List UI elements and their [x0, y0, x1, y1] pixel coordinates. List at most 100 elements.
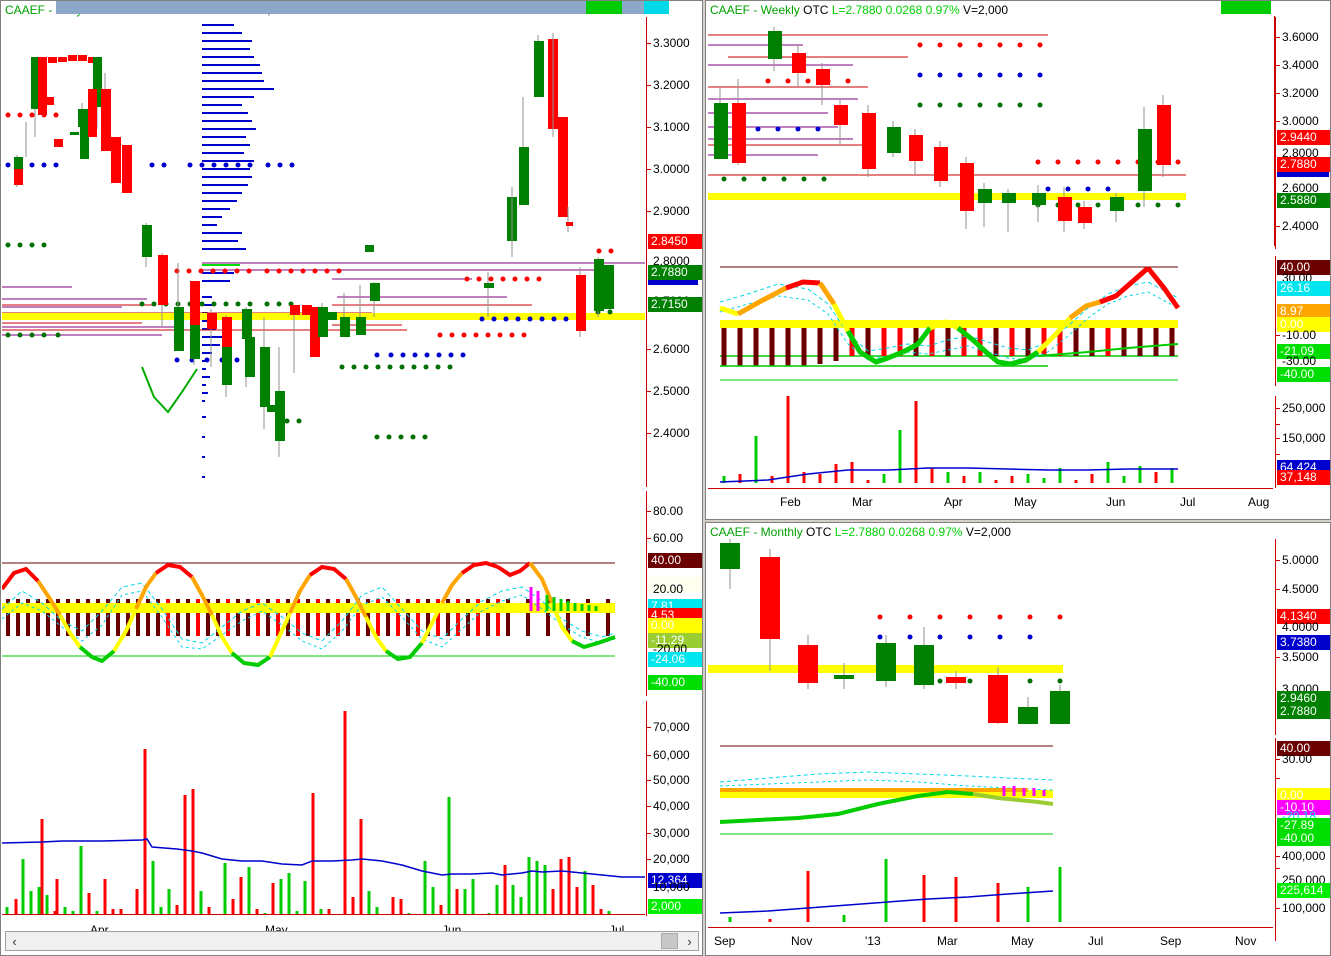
daily-indicator-svg	[2, 560, 616, 668]
price-tick-label: 3.0000	[1282, 114, 1319, 128]
monthly-change-pct: 0.97%	[928, 525, 963, 539]
monthly-indicator-axis: 40.00 30.00 0.00 -10.10 -20.18 -27.89 -4…	[1275, 738, 1330, 848]
x-tick-label: Sep	[714, 934, 736, 948]
daily-indicator-plot[interactable]	[2, 491, 645, 696]
volume-tick-label: 70,000	[653, 720, 690, 734]
daily-price-plot[interactable]	[2, 17, 645, 487]
weekly-x-axis: Feb Mar Apr May Jun Jul Aug	[708, 488, 1273, 516]
weekly-volume-axis: 250,000 150,000 64,424 37,148	[1275, 396, 1330, 488]
panel-monthly[interactable]: CAAEF - Monthly OTC L=2.7880 0.0268 0.97…	[705, 522, 1331, 956]
scroll-right-arrow[interactable]: ›	[681, 932, 698, 950]
weekly-volume-svg	[719, 396, 1178, 483]
weekly-exchange: OTC	[803, 3, 829, 17]
weekly-symbol: CAAEF - Weekly	[710, 3, 800, 17]
panel-weekly[interactable]: CAAEF - Weekly OTC L=2.7880 0.0268 0.97%…	[705, 0, 1331, 520]
price-tick-label: 2.9000	[653, 204, 690, 218]
indicator-highlight-tag: -27.89	[1277, 818, 1330, 833]
indicator-highlight-tag: -40.00	[648, 675, 702, 690]
indicator-highlight-tag: -24.06	[648, 652, 702, 667]
price-tick-label: 3.4000	[1282, 58, 1319, 72]
indicator-highlight-tag: -40.00	[1277, 367, 1330, 382]
price-highlight-tag: 4.1340	[1277, 609, 1330, 624]
weekly-price-plot[interactable]	[708, 17, 1273, 247]
price-tick-label: 4.5000	[1282, 582, 1319, 596]
daily-volume-axis: 70,000 60,000 50,000 40,000 30,000 20,00…	[646, 701, 702, 916]
price-highlight-tag: 2.8450	[648, 234, 702, 249]
indicator-highlight-tag: 40.00	[1277, 741, 1330, 756]
weekly-volume-plot[interactable]	[708, 396, 1273, 484]
x-tick-label: Nov	[1235, 934, 1257, 948]
monthly-volume-svg	[719, 859, 1062, 922]
monthly-change: 0.0268	[888, 525, 926, 539]
monthly-x-axis: Sep Nov '13 Mar May Jul Sep Nov	[708, 927, 1273, 955]
price-tick-label: 2.4000	[1282, 219, 1319, 233]
weekly-price-blue-marker	[1277, 172, 1329, 177]
x-tick-label: May	[1011, 934, 1034, 948]
daily-volume-plot[interactable]	[2, 701, 645, 916]
price-tick-label: 3.2000	[653, 78, 690, 92]
x-tick-label: Jul	[1180, 495, 1196, 509]
monthly-volume-plot[interactable]	[708, 853, 1273, 923]
volume-tick-label: 150,000	[1282, 431, 1326, 445]
x-tick-label: Feb	[780, 495, 801, 509]
weekly-change-pct: 0.97%	[925, 3, 960, 17]
volume-tick-label: 40,000	[653, 799, 690, 813]
volume-highlight-tag: 12,364	[648, 873, 702, 888]
x-tick-label: Mar	[937, 934, 958, 948]
indicator-tick-label: -10.00	[1282, 328, 1317, 342]
price-highlight-tag: 2.7150	[648, 297, 702, 312]
indicator-tick-label: 80.00	[653, 504, 684, 518]
price-tick-label: 2.4000	[653, 426, 690, 440]
scroll-thumb[interactable]	[661, 933, 678, 949]
price-highlight-tag: 2.7880	[648, 265, 702, 280]
indicator-tick-label: -30.00	[1282, 354, 1317, 368]
monthly-volume-axis: 400,000 250,000 225,614 100,000	[1275, 836, 1330, 941]
volume-highlight-tag: 2,000	[648, 899, 702, 914]
daily-title-highlight	[56, 1, 661, 14]
indicator-highlight-tag: -11.29	[648, 633, 702, 648]
weekly-indicator-plot[interactable]	[708, 256, 1273, 386]
price-tick-label: 3.0000	[653, 162, 690, 176]
volume-tick-label: 400,000	[1282, 849, 1326, 863]
indicator-highlight-tag: 0.00	[648, 618, 702, 633]
x-tick-label: May	[1014, 495, 1037, 509]
monthly-price-axis: 5.0000 4.5000 4.1340 4.0000 3.7380 3.500…	[1275, 539, 1330, 735]
price-tick-label: 2.8000	[1282, 146, 1319, 160]
daily-candles	[14, 33, 614, 457]
scroll-left-arrow[interactable]: ‹	[6, 932, 23, 950]
weekly-change: 0.0268	[885, 3, 923, 17]
x-tick-label: Mar	[852, 495, 873, 509]
weekly-candles	[714, 27, 1171, 232]
monthly-price-plot[interactable]	[708, 539, 1273, 724]
price-highlight-tag: 2.9460	[1277, 691, 1330, 706]
price-tick-label: 3.1000	[653, 120, 690, 134]
indicator-highlight-tag: 40.00	[1277, 260, 1330, 275]
indicator-highlight-tag: -40.00	[1277, 831, 1330, 846]
indicator-highlight-tag: 8.97	[1277, 304, 1330, 319]
volume-tick-label: 250,000	[1282, 401, 1326, 415]
volume-tick-label: 20,000	[653, 852, 690, 866]
monthly-title: CAAEF - Monthly OTC L=2.7880 0.0268 0.97…	[710, 525, 1011, 539]
price-tick-label: 5.0000	[1282, 553, 1319, 567]
weekly-price-axis-inner: 3.6000 3.4000 3.2000 3.0000 2.9440 2.800…	[1275, 17, 1330, 249]
weekly-last: L=2.7880	[831, 3, 883, 17]
daily-horizontal-scrollbar[interactable]: ‹ ›	[5, 931, 699, 951]
price-tick-label: 3.2000	[1282, 86, 1319, 100]
price-highlight-tag: 2.7880	[1277, 157, 1330, 172]
weekly-price-axis	[1274, 16, 1331, 246]
monthly-candles	[720, 539, 1070, 724]
price-highlight-tag: 2.7880	[1277, 704, 1330, 719]
x-tick-label: Jul	[1088, 934, 1104, 948]
volume-tick-label: 60,000	[653, 748, 690, 762]
monthly-indicator-plot[interactable]	[708, 738, 1273, 843]
price-tick-label: 3.3000	[653, 36, 690, 50]
weekly-title-strip-green	[1221, 1, 1271, 14]
indicator-tick-label: 20.00	[653, 582, 684, 596]
weekly-indicator-svg	[719, 266, 1181, 381]
panel-daily[interactable]: CAAEF - Daily OTC L=2.7880 0.0268 0.97% …	[0, 0, 703, 956]
x-tick-label: Aug	[1248, 495, 1270, 509]
monthly-symbol: CAAEF - Monthly	[710, 525, 803, 539]
x-tick-label: Jun	[1106, 495, 1126, 509]
volume-tick-label: 50,000	[653, 773, 690, 787]
x-tick-label: Sep	[1160, 934, 1182, 948]
